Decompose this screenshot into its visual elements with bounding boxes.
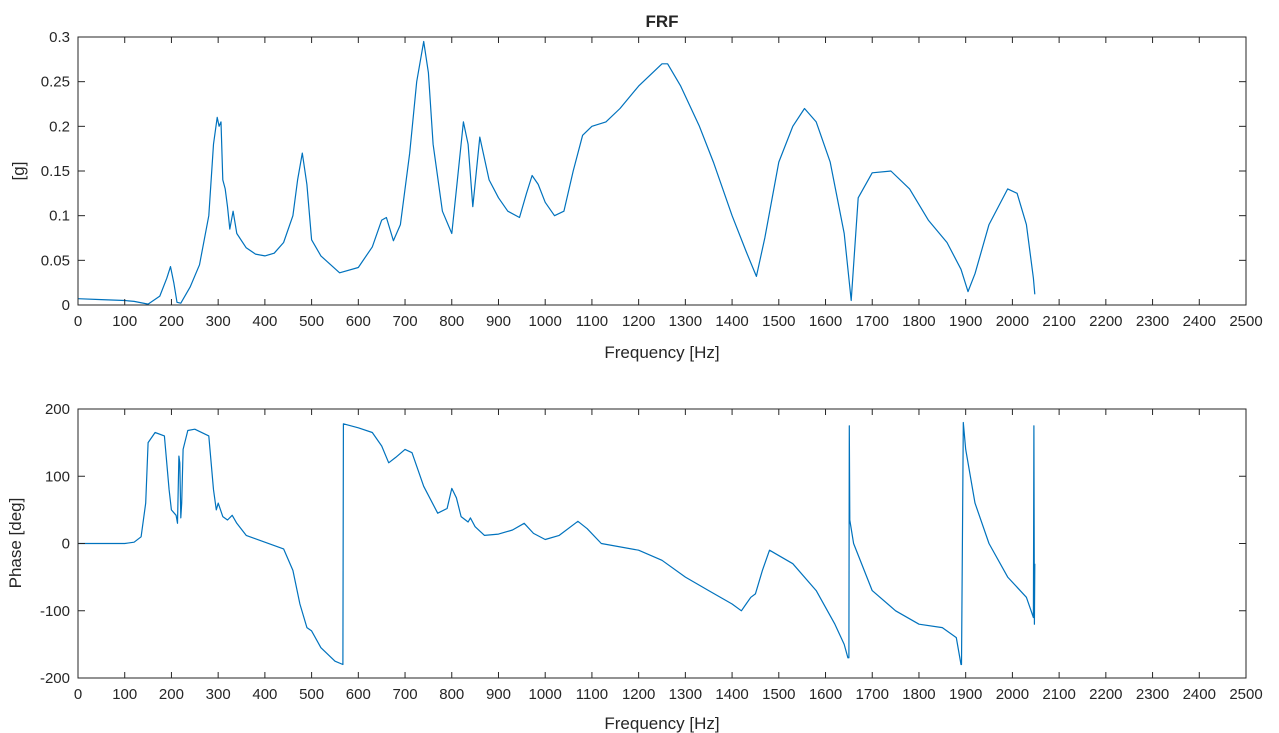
magnitude-y-tick-label: 0.2 (49, 118, 70, 135)
phase-y-tick-label: -100 (40, 603, 70, 620)
phase-x-tick-label: 1000 (529, 686, 562, 703)
magnitude-x-tick-label: 400 (252, 313, 277, 330)
magnitude-x-tick-label: 1600 (809, 313, 842, 330)
phase-x-tick-label: 1800 (902, 686, 935, 703)
phase-x-tick-label: 900 (486, 686, 511, 703)
phase-x-tick-label: 200 (159, 686, 184, 703)
magnitude-y-tick-label: 0.05 (41, 252, 70, 269)
phase-y-tick-label: 0 (62, 536, 70, 553)
phase-x-tick-label: 2300 (1136, 686, 1169, 703)
magnitude-x-tick-label: 1300 (669, 313, 702, 330)
magnitude-x-tick-label: 1800 (902, 313, 935, 330)
magnitude-x-tick-label: 1500 (762, 313, 795, 330)
magnitude-y-tick-label: 0.3 (49, 29, 70, 46)
magnitude-y-axis-label: [g] (9, 162, 28, 181)
phase-x-tick-label: 1700 (856, 686, 889, 703)
phase-x-tick-label: 800 (439, 686, 464, 703)
phase-x-tick-label: 0 (74, 686, 82, 703)
phase-x-tick-label: 500 (299, 686, 324, 703)
magnitude-y-tick-label: 0.1 (49, 208, 70, 225)
magnitude-x-tick-label: 1400 (715, 313, 748, 330)
magnitude-series-line (77, 40, 1036, 305)
magnitude-x-tick-label: 2300 (1136, 313, 1169, 330)
phase-y-tick-label: 100 (45, 468, 70, 485)
phase-y-axis-label: Phase [deg] (6, 498, 25, 589)
phase-x-tick-label: 2200 (1089, 686, 1122, 703)
phase-x-tick-label: 2400 (1183, 686, 1216, 703)
magnitude-x-tick-label: 1900 (949, 313, 982, 330)
phase-x-tick-label: 300 (206, 686, 231, 703)
phase-x-tick-label: 1500 (762, 686, 795, 703)
magnitude-x-tick-label: 200 (159, 313, 184, 330)
phase-y-tick-label: 200 (45, 401, 70, 418)
magnitude-x-tick-label: 2000 (996, 313, 1029, 330)
magnitude-x-tick-label: 0 (74, 313, 82, 330)
magnitude-x-tick-label: 1700 (856, 313, 889, 330)
magnitude-x-tick-label: 800 (439, 313, 464, 330)
magnitude-x-tick-label: 100 (112, 313, 137, 330)
magnitude-x-tick-label: 1000 (529, 313, 562, 330)
phase-x-tick-label: 2100 (1042, 686, 1075, 703)
magnitude-x-tick-label: 2100 (1042, 313, 1075, 330)
magnitude-y-tick-label: 0 (62, 297, 70, 314)
magnitude-x-tick-label: 1100 (576, 313, 608, 330)
phase-x-tick-label: 1900 (949, 686, 982, 703)
phase-x-axis-label: Frequency [Hz] (604, 714, 719, 733)
magnitude-x-tick-label: 2500 (1229, 313, 1262, 330)
phase-x-tick-label: 1100 (576, 686, 608, 703)
magnitude-x-axis-label: Frequency [Hz] (604, 343, 719, 362)
phase-x-tick-label: 400 (252, 686, 277, 703)
phase-y-tick-label: -200 (40, 670, 70, 687)
phase-x-tick-label: 1200 (622, 686, 655, 703)
magnitude-x-tick-label: 700 (393, 313, 418, 330)
magnitude-x-tick-label: 500 (299, 313, 324, 330)
phase-x-tick-label: 2500 (1229, 686, 1262, 703)
magnitude-x-tick-label: 600 (346, 313, 371, 330)
magnitude-x-tick-label: 300 (206, 313, 231, 330)
phase-x-tick-label: 700 (393, 686, 418, 703)
phase-x-tick-label: 1600 (809, 686, 842, 703)
magnitude-axes: FRF 0 100 200 300 400 500 600 700 800 900 1000 1100… (9, 12, 1263, 362)
phase-series-line (78, 421, 1036, 666)
magnitude-x-tick-label: 2200 (1089, 313, 1122, 330)
magnitude-x-tick-label: 900 (486, 313, 511, 330)
phase-x-tick-label: 2000 (996, 686, 1029, 703)
phase-x-tick-label: 600 (346, 686, 371, 703)
magnitude-chart-title: FRF (645, 12, 678, 31)
phase-x-tick-label: 100 (112, 686, 137, 703)
phase-axes: 0 100 200 300 400 500 600 700 800 900 1000 1100 1200… (6, 401, 1263, 733)
phase-x-tick-label: 1400 (715, 686, 748, 703)
phase-x-tick-label: 1300 (669, 686, 702, 703)
magnitude-x-tick-label: 1200 (622, 313, 655, 330)
magnitude-x-tick-label: 2400 (1183, 313, 1216, 330)
magnitude-y-tick-label: 0.25 (41, 74, 70, 91)
magnitude-y-tick-label: 0.15 (41, 163, 70, 180)
